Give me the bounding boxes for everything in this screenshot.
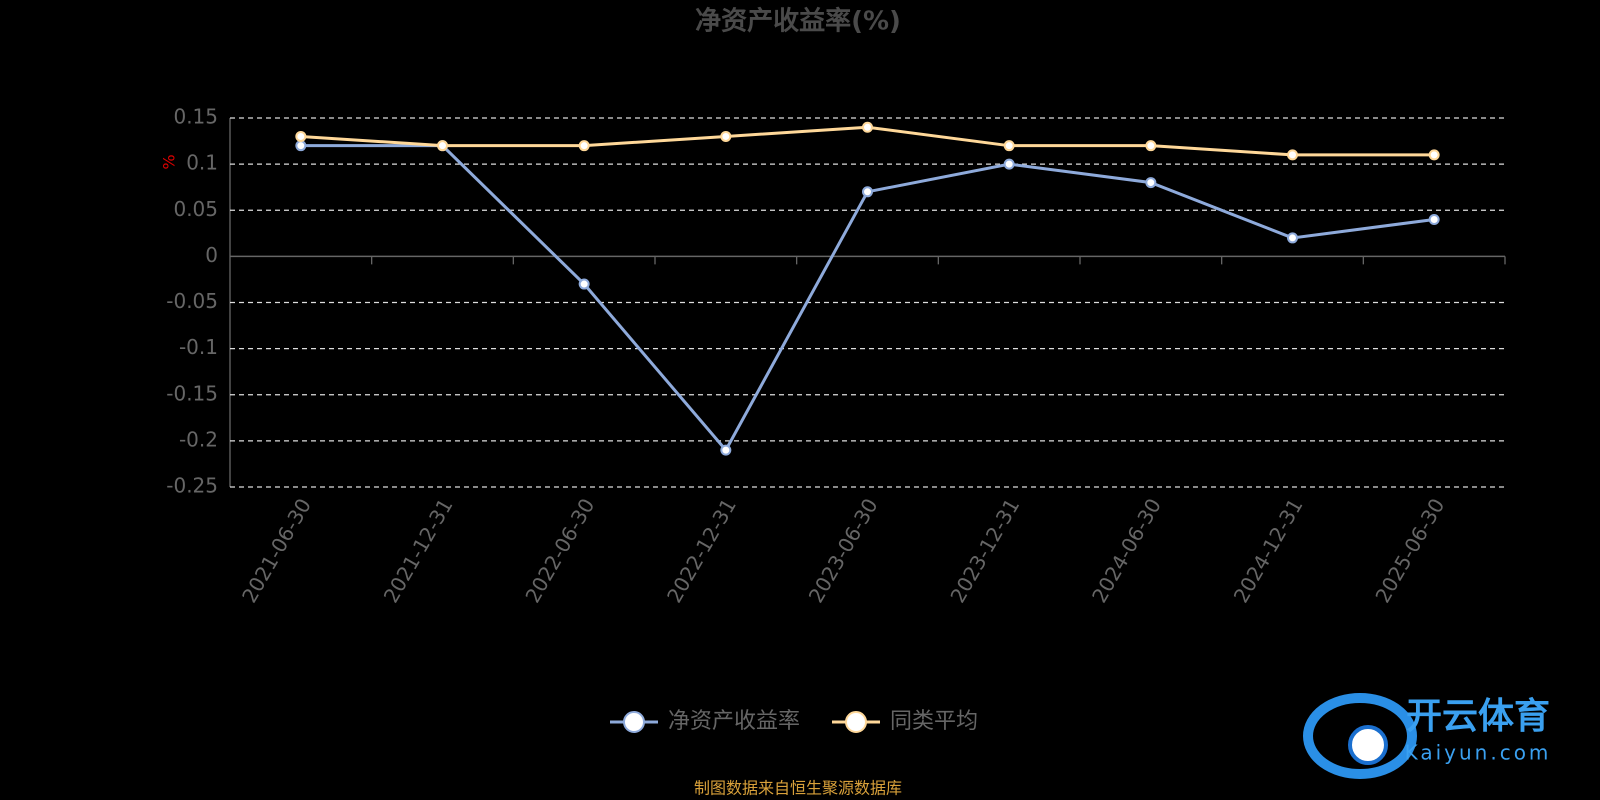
point	[295, 140, 307, 152]
legend-marker	[623, 711, 645, 733]
point	[1003, 158, 1015, 170]
legend-label: 同类平均	[890, 709, 978, 734]
point	[1428, 149, 1440, 161]
watermark-text: 开云体育	[1406, 696, 1550, 737]
y-tick-label: -0.15	[166, 381, 218, 405]
point	[1145, 177, 1157, 189]
y-tick-label: -0.2	[179, 427, 218, 451]
point	[1287, 149, 1298, 161]
source-note: 制图数据来自恒生聚源数据库	[694, 779, 902, 798]
point	[295, 130, 307, 142]
y-tick-label: -0.1	[179, 335, 218, 359]
y-tick-label: 0.05	[173, 197, 218, 221]
point	[1003, 140, 1015, 152]
y-tick-label: 0.1	[186, 151, 218, 175]
y-tick-label: -0.25	[166, 474, 218, 498]
y-tick-label: 0	[205, 243, 218, 267]
y-tick-label: 0.15	[173, 105, 218, 129]
point	[1145, 140, 1157, 152]
point	[578, 278, 590, 290]
watermark: 开云体育 Kaiyun.com	[1303, 693, 1552, 779]
point	[862, 121, 873, 133]
point	[1287, 232, 1298, 244]
point	[1428, 213, 1440, 225]
legend-marker	[845, 711, 867, 733]
y-tick-label: -0.05	[166, 289, 218, 313]
point	[720, 444, 732, 456]
watermark-logo	[1303, 693, 1417, 779]
watermark-url: Kaiyun.com	[1405, 741, 1552, 765]
point	[862, 186, 873, 198]
y-axis-label: %	[160, 154, 179, 169]
point	[720, 130, 732, 142]
point	[437, 140, 448, 152]
legend-label: 净资产收益率	[668, 709, 800, 734]
chart-title: 净资产收益率(%)	[695, 6, 901, 37]
watermark-ball	[1348, 725, 1388, 765]
point	[578, 140, 590, 152]
